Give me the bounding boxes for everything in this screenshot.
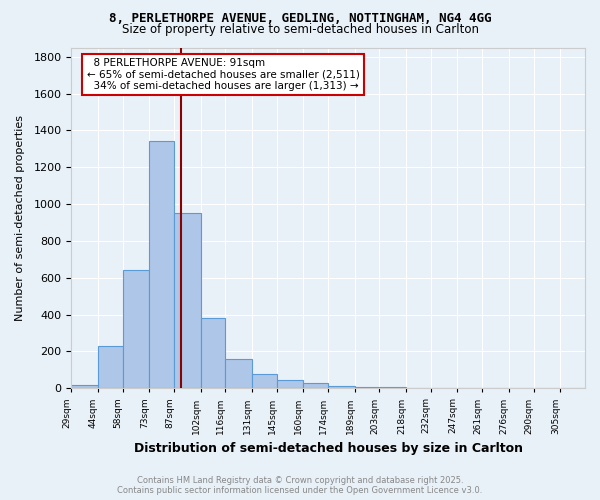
- Bar: [328, 386, 355, 388]
- Bar: [277, 380, 303, 388]
- Bar: [252, 374, 277, 388]
- Bar: [71, 384, 98, 388]
- Bar: [98, 346, 122, 389]
- Bar: [303, 382, 328, 388]
- X-axis label: Distribution of semi-detached houses by size in Carlton: Distribution of semi-detached houses by …: [134, 442, 523, 455]
- Bar: [122, 270, 149, 388]
- Text: 8 PERLETHORPE AVENUE: 91sqm
← 65% of semi-detached houses are smaller (2,511)
  : 8 PERLETHORPE AVENUE: 91sqm ← 65% of sem…: [86, 58, 359, 91]
- Y-axis label: Number of semi-detached properties: Number of semi-detached properties: [15, 115, 25, 321]
- Text: 8, PERLETHORPE AVENUE, GEDLING, NOTTINGHAM, NG4 4GG: 8, PERLETHORPE AVENUE, GEDLING, NOTTINGH…: [109, 12, 491, 26]
- Bar: [200, 318, 226, 388]
- Bar: [149, 142, 174, 388]
- Text: Size of property relative to semi-detached houses in Carlton: Size of property relative to semi-detach…: [121, 22, 479, 36]
- Bar: [226, 359, 252, 388]
- Bar: [174, 214, 200, 388]
- Text: Contains HM Land Registry data © Crown copyright and database right 2025.
Contai: Contains HM Land Registry data © Crown c…: [118, 476, 482, 495]
